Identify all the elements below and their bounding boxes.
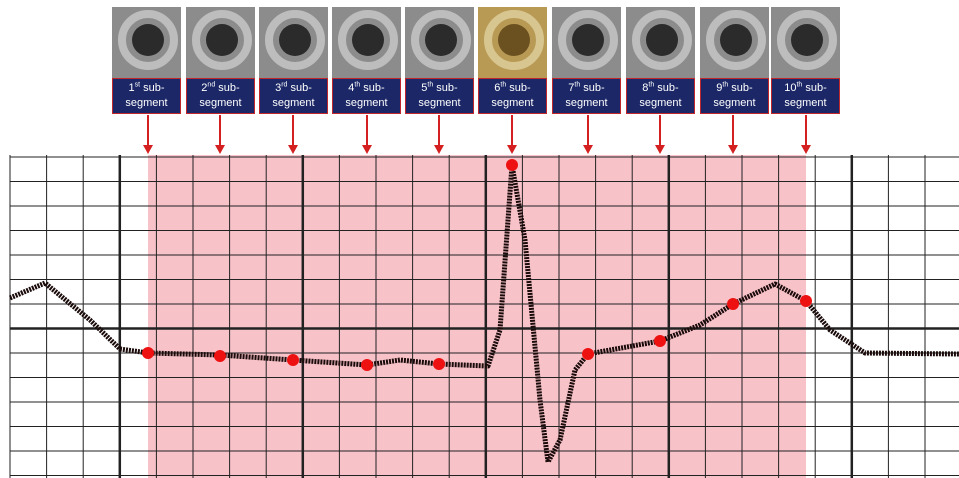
arrow-head [362,145,372,154]
label-word: sub- [287,82,311,94]
segment-label: 1st sub-segment [112,78,181,114]
figure: 1st sub-segment2nd sub-segment3rd sub-se… [0,0,959,478]
segment-label: 7th sub-segment [552,78,621,114]
label-word: sub- [506,82,530,94]
label-word: segment [125,97,167,109]
marker-dot [582,348,594,360]
marker-dot [654,335,666,347]
marker-dot [361,359,373,371]
ivus-lumen [646,24,678,56]
segment-label: 5th sub-segment [405,78,474,114]
label-word: segment [418,97,460,109]
marker-dot [214,350,226,362]
segment-label: 4th sub-segment [332,78,401,114]
label-word: sub- [433,82,457,94]
ivus-lumen [206,24,238,56]
label-word: sub- [728,82,752,94]
label-word: sub- [580,82,604,94]
marker-dot [287,354,299,366]
marker-dot [506,159,518,171]
label-word: segment [565,97,607,109]
label-word: sub- [215,82,239,94]
segment-label: 2nd sub-segment [186,78,255,114]
ivus-lumen [132,24,164,56]
segment-label: 6th sub-segment [478,78,547,114]
arrow-head [215,145,225,154]
label-word: sub- [654,82,678,94]
segment-label: 8th sub-segment [626,78,695,114]
segment-label: 9th sub-segment [700,78,769,114]
ordinal: 10 [784,82,796,94]
arrow-head [583,145,593,154]
ecg-diagram [0,0,959,478]
ivus-lumen [498,24,530,56]
label-word: sub- [360,82,384,94]
marker-dot [727,298,739,310]
ivus-lumen [279,24,311,56]
marker-dot [433,358,445,370]
arrow-head [655,145,665,154]
marker-dot [142,347,154,359]
label-word: sub- [802,82,826,94]
ivus-lumen [791,24,823,56]
arrow-head [288,145,298,154]
arrow-head [434,145,444,154]
segment-label: 3rd sub-segment [259,78,328,114]
marker-dot [800,295,812,307]
ivus-lumen [572,24,604,56]
ivus-lumen [720,24,752,56]
arrow-head [143,145,153,154]
label-word: segment [713,97,755,109]
label-word: sub- [140,82,164,94]
label-word: segment [272,97,314,109]
segment-label: 10th sub-segment [771,78,840,114]
label-word: segment [199,97,241,109]
ivus-lumen [352,24,384,56]
highlight-region [148,155,806,478]
label-word: segment [784,97,826,109]
arrow-head [507,145,517,154]
label-word: segment [491,97,533,109]
label-word: segment [639,97,681,109]
arrow-head [801,145,811,154]
label-word: segment [345,97,387,109]
ivus-lumen [425,24,457,56]
arrow-head [728,145,738,154]
